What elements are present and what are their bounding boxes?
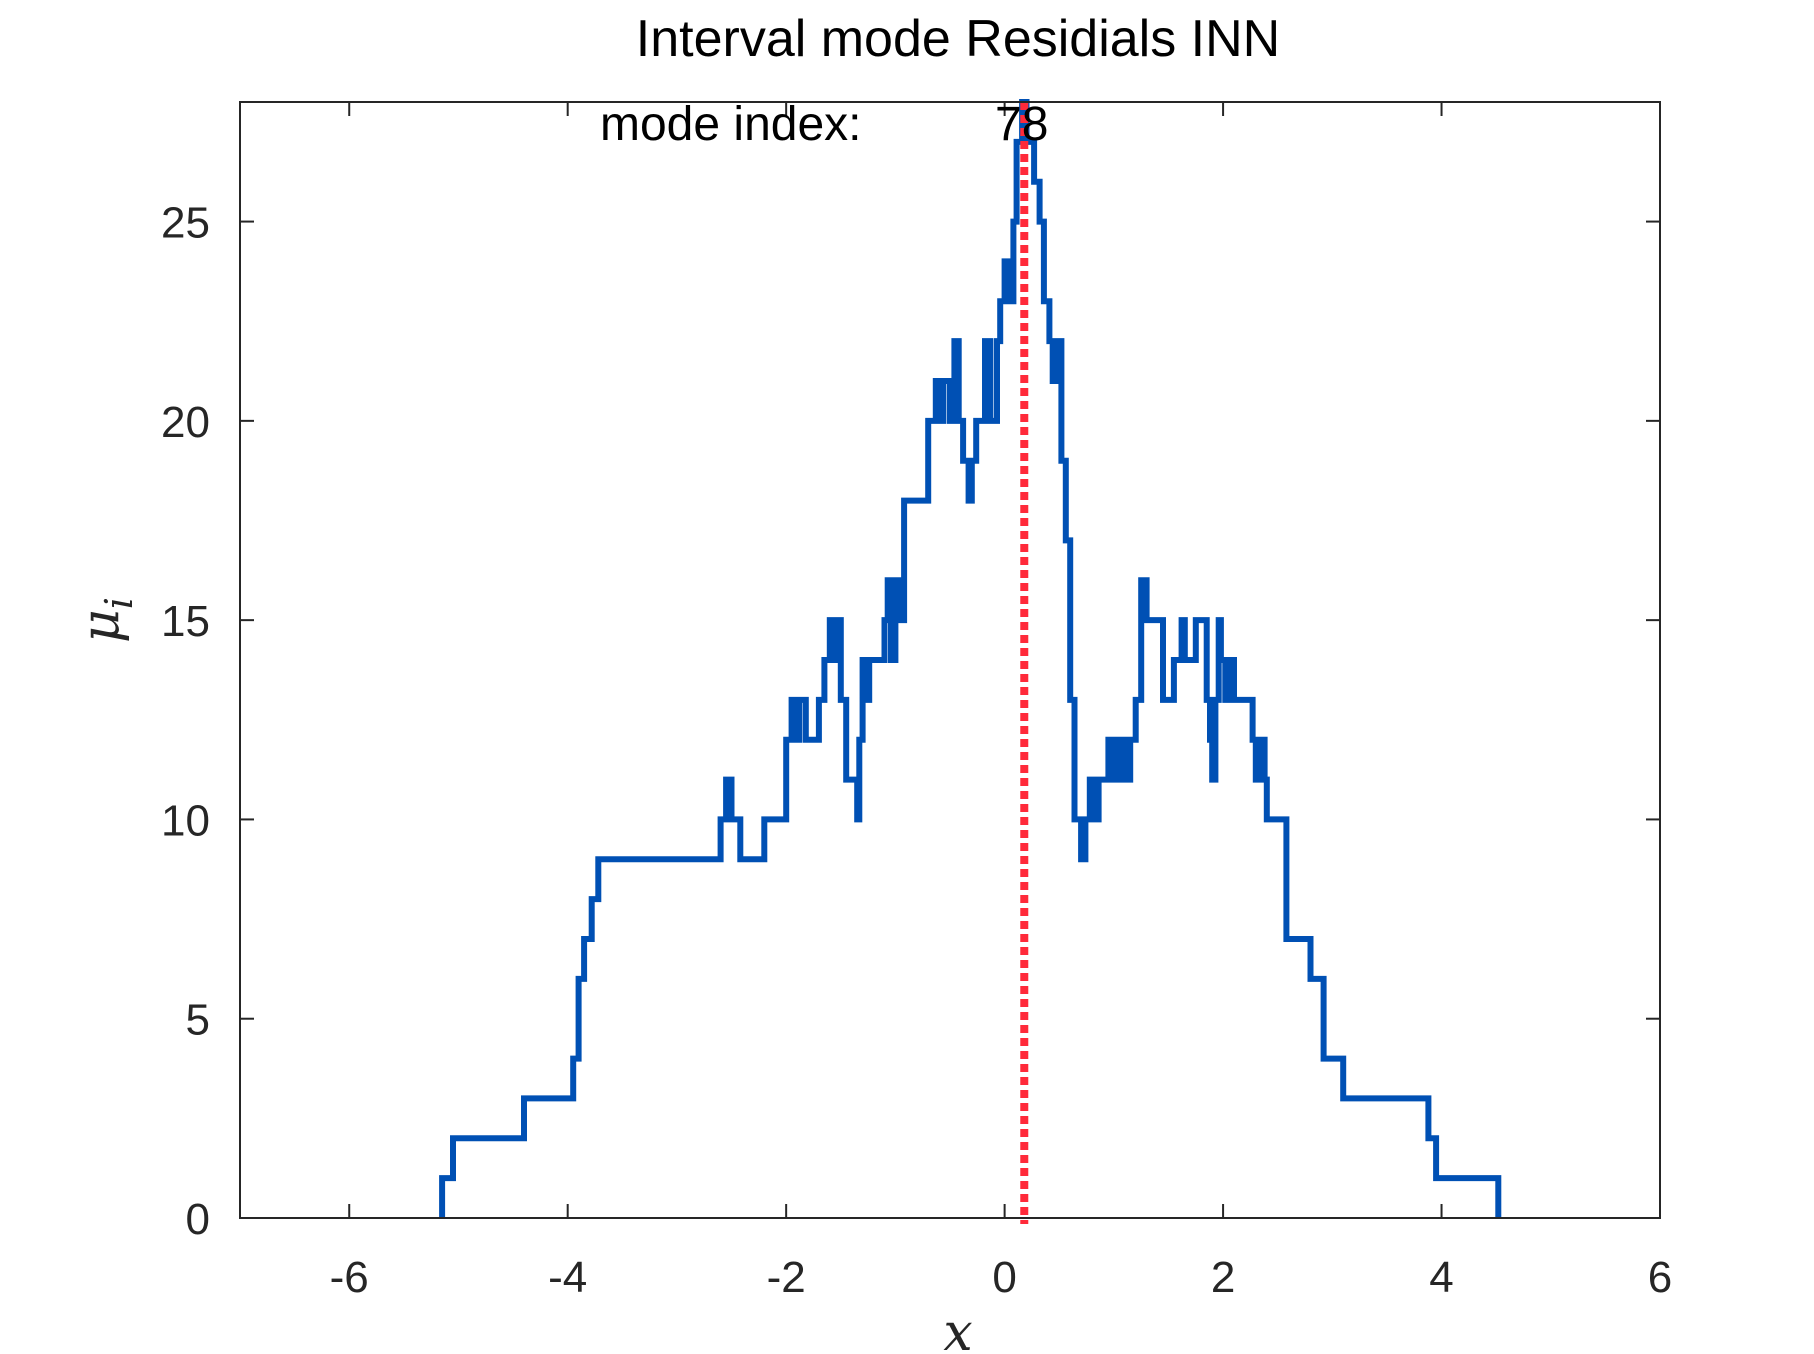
x-tick-label-0: -6 [330,1253,369,1302]
y-tick-label-2: 10 [161,796,210,845]
y-axis-label-group: μi [71,597,141,643]
y-tick-label-3: 15 [161,597,210,646]
x-tick-label-6: 6 [1648,1253,1672,1302]
y-tick-label-1: 5 [186,996,210,1045]
x-tick-label-4: 2 [1211,1253,1235,1302]
x-tick-label-3: 0 [992,1253,1016,1302]
y-tick-label-0: 0 [186,1195,210,1244]
x-axis-label: x [943,1303,972,1354]
plot-frame [239,101,1661,1219]
y-axis-label: μi [71,597,141,643]
mode-index-value: 78 [995,98,1048,151]
mode-index-label: mode index: [600,98,862,151]
y-axis-label-subscript: i [97,597,141,609]
y-tick-label-5: 25 [161,199,210,248]
y-axis-label-main: μ [71,609,131,643]
x-tick-label-5: 4 [1429,1253,1453,1302]
x-tick-label-1: -4 [548,1253,587,1302]
y-tick-label-4: 20 [161,398,210,447]
chart-title: Interval mode Residials INN [636,10,1280,68]
x-tick-label-2: -2 [767,1253,806,1302]
series-line-0 [439,99,1502,1218]
plot-area [439,99,1502,1224]
x-axis-ticks: -6 -4 -2 0 2 4 6 [330,102,1672,1302]
y-axis-ticks: 0 5 10 15 20 25 [161,199,1660,1244]
